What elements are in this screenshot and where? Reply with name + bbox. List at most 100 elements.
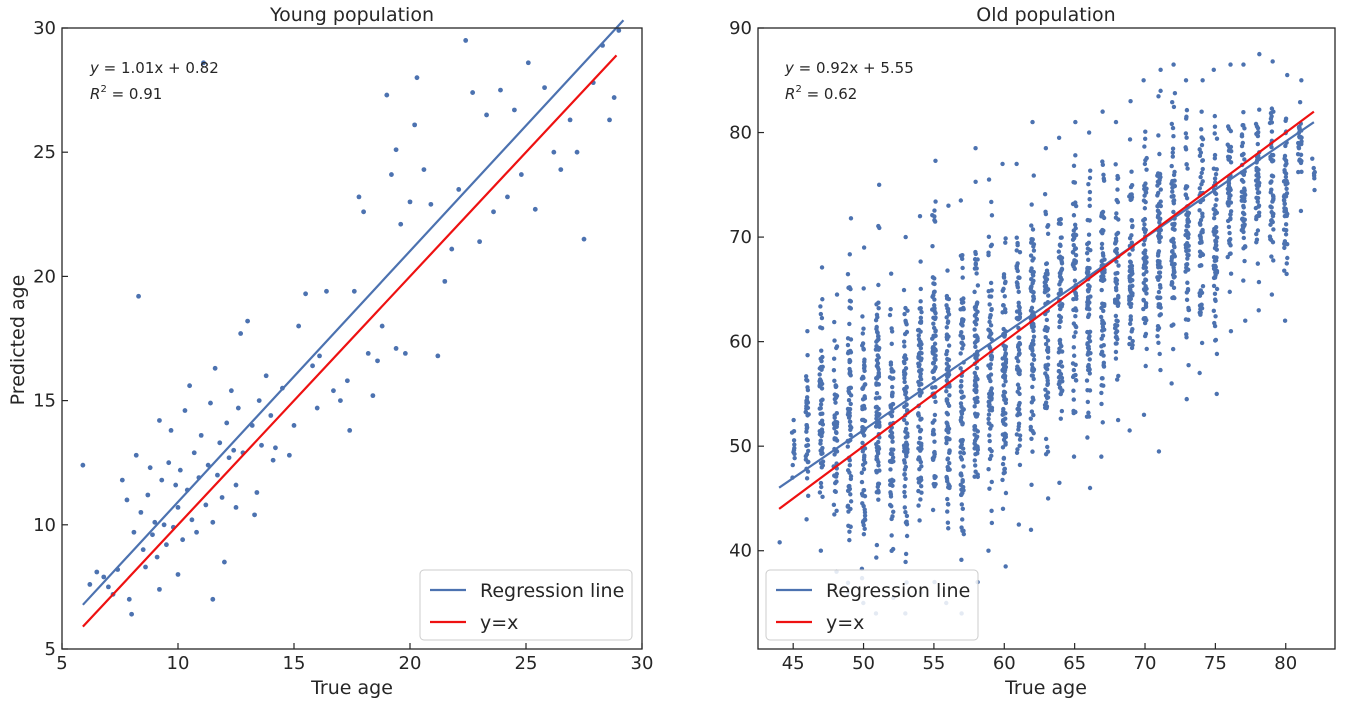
scatter-point: [860, 314, 865, 319]
scatter-point: [974, 271, 979, 276]
scatter-point: [917, 429, 923, 434]
scatter-point: [1242, 191, 1247, 196]
scatter-point: [834, 479, 839, 484]
scatter-point: [1171, 104, 1177, 110]
scatter-point: [228, 388, 234, 394]
scatter-point: [958, 438, 964, 443]
scatter-point: [1114, 329, 1120, 334]
scatter-point: [1282, 245, 1287, 251]
scatter-point: [210, 519, 216, 525]
scatter-point: [792, 455, 797, 461]
scatter-point: [1045, 496, 1051, 501]
scatter-point: [958, 444, 963, 450]
scatter-point: [958, 450, 963, 455]
scatter-point: [918, 299, 923, 304]
scatter-point: [1169, 262, 1175, 267]
scatter-point: [860, 406, 866, 411]
scatter-point: [887, 375, 893, 380]
scatter-point: [847, 458, 852, 463]
scatter-point: [470, 90, 476, 95]
scatter-point: [1015, 240, 1020, 246]
scatter-point: [862, 453, 867, 458]
scatter-point: [1031, 248, 1037, 253]
scatter-point: [876, 463, 881, 468]
scatter-point: [1213, 191, 1219, 197]
scatter-point: [205, 462, 211, 468]
scatter-point: [804, 426, 809, 431]
scatter-point: [944, 476, 950, 481]
scatter-point: [1142, 193, 1147, 198]
scatter-point: [1031, 412, 1036, 418]
scatter-point: [862, 526, 867, 532]
scatter-point: [944, 349, 950, 354]
scatter-point: [792, 442, 797, 447]
scatter-point: [1255, 141, 1261, 147]
scatter-point: [1113, 356, 1119, 361]
scatter-point: [820, 494, 825, 500]
legend-box: [419, 569, 633, 641]
scatter-point: [1284, 271, 1289, 277]
scatter-point: [931, 292, 936, 298]
scatter-point: [972, 432, 977, 437]
scatter-point: [1128, 314, 1133, 319]
scatter-point: [1184, 162, 1189, 167]
scatter-point: [1144, 186, 1149, 191]
scatter-point: [1157, 270, 1163, 275]
scatter-point: [1257, 107, 1262, 112]
scatter-point: [1113, 276, 1118, 282]
scatter-point: [1100, 333, 1106, 338]
scatter-point: [945, 374, 951, 379]
scatter-point: [1212, 176, 1218, 181]
scatter-point: [873, 347, 879, 352]
scatter-point: [1029, 482, 1034, 488]
scatter-point: [1239, 152, 1245, 158]
scatter-point: [905, 431, 910, 436]
scatter-point: [846, 415, 852, 420]
scatter-point: [1030, 449, 1035, 454]
scatter-point: [1073, 119, 1078, 125]
scatter-point: [182, 408, 188, 413]
scatter-point: [847, 390, 852, 396]
scatter-point: [987, 486, 992, 491]
y-axis-label: Predicted age: [7, 275, 29, 406]
scatter-point: [1199, 182, 1204, 187]
young-r2: R2 = 0.91: [90, 84, 162, 103]
scatter-point: [525, 60, 531, 66]
scatter-point: [989, 307, 994, 312]
scatter-point: [890, 384, 895, 390]
scatter-point: [1128, 184, 1134, 190]
scatter-point: [945, 520, 951, 525]
scatter-point: [915, 412, 921, 417]
scatter-point: [972, 411, 978, 416]
scatter-point: [1014, 235, 1019, 240]
scatter-point: [1299, 78, 1304, 83]
scatter-point: [1029, 409, 1035, 414]
scatter-point: [1184, 241, 1190, 246]
scatter-point: [933, 353, 938, 358]
scatter-point: [876, 223, 881, 229]
scatter-point: [933, 399, 938, 405]
scatter-point: [324, 288, 329, 294]
scatter-point: [973, 400, 979, 405]
scatter-point: [930, 361, 936, 366]
x-tick-label: 25: [515, 653, 538, 674]
scatter-point: [1141, 412, 1147, 418]
scatter-point: [1084, 306, 1090, 311]
scatter-point: [1158, 67, 1163, 73]
scatter-point: [918, 377, 924, 382]
scatter-point: [498, 87, 503, 93]
scatter-point: [975, 257, 980, 262]
scatter-point: [891, 447, 896, 452]
scatter-point: [845, 468, 851, 473]
scatter-point: [960, 323, 965, 328]
scatter-point: [1045, 444, 1050, 450]
scatter-point: [1003, 379, 1008, 384]
x-tick-label: 45: [782, 653, 805, 674]
scatter-point: [847, 419, 853, 425]
scatter-point: [1254, 237, 1260, 242]
scatter-point: [903, 551, 909, 557]
scatter-point: [875, 353, 880, 358]
scatter-point: [1073, 246, 1079, 251]
scatter-point: [874, 404, 879, 410]
scatter-point: [833, 384, 839, 390]
